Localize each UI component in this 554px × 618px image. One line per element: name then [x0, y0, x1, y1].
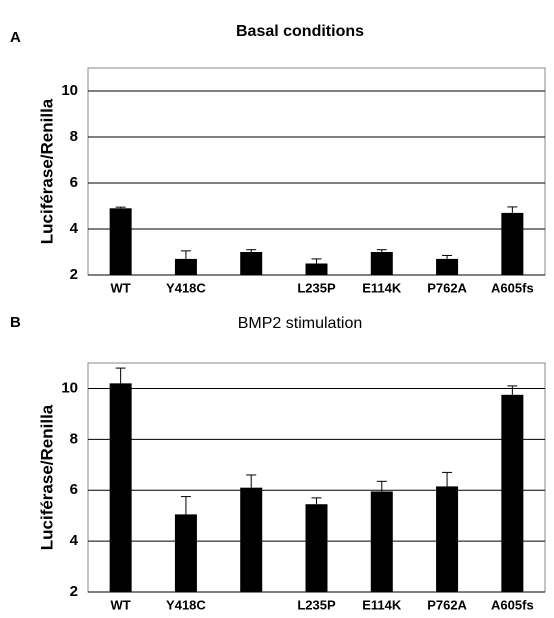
- y-tick-label: 6: [70, 481, 78, 498]
- bar: [240, 487, 263, 592]
- bar: [240, 252, 263, 275]
- x-tick-label: E114K: [362, 597, 402, 612]
- y-tick-label: 2: [70, 266, 78, 283]
- y-tick-label: 10: [61, 379, 78, 396]
- panel-label: B: [10, 314, 21, 331]
- x-tick-label: P762A: [427, 597, 467, 612]
- bar: [174, 258, 197, 275]
- chart-title: BMP2 stimulation: [238, 315, 363, 332]
- x-tick-label: A605fs: [491, 280, 534, 295]
- bar: [370, 491, 393, 592]
- y-tick-label: 8: [70, 128, 78, 145]
- y-tick-label: 8: [70, 430, 78, 447]
- bar: [501, 394, 524, 592]
- x-tick-label: WT: [111, 597, 131, 612]
- bar: [174, 514, 197, 592]
- plot-frame: [87, 67, 546, 276]
- bar: [436, 258, 459, 275]
- x-tick-label: A605fs: [491, 597, 534, 612]
- chart-title: Basal conditions: [236, 23, 364, 40]
- x-tick-label: L235P: [297, 597, 336, 612]
- bar: [370, 252, 393, 275]
- y-tick-label: 4: [70, 220, 79, 237]
- x-tick-label: WT: [111, 280, 131, 295]
- y-tick-label: 4: [70, 532, 79, 549]
- x-tick-label: E114K: [362, 280, 402, 295]
- bar: [436, 486, 459, 592]
- x-tick-label: L235P: [297, 280, 336, 295]
- x-tick-label: Y418C: [166, 280, 206, 295]
- bar: [109, 208, 132, 275]
- y-tick-label: 6: [70, 174, 78, 191]
- bar: [305, 263, 328, 275]
- bar: [109, 383, 132, 592]
- panel-label: A: [10, 29, 21, 46]
- y-axis-label: Luciférase/Renilla: [37, 404, 56, 550]
- y-tick-label: 10: [61, 82, 78, 99]
- y-tick-label: 2: [70, 583, 78, 600]
- x-tick-label: P762A: [427, 280, 467, 295]
- x-tick-label: Y418C: [166, 597, 206, 612]
- bar: [305, 504, 328, 592]
- bar: [501, 212, 524, 275]
- y-axis-label: Luciférase/Renilla: [37, 98, 56, 244]
